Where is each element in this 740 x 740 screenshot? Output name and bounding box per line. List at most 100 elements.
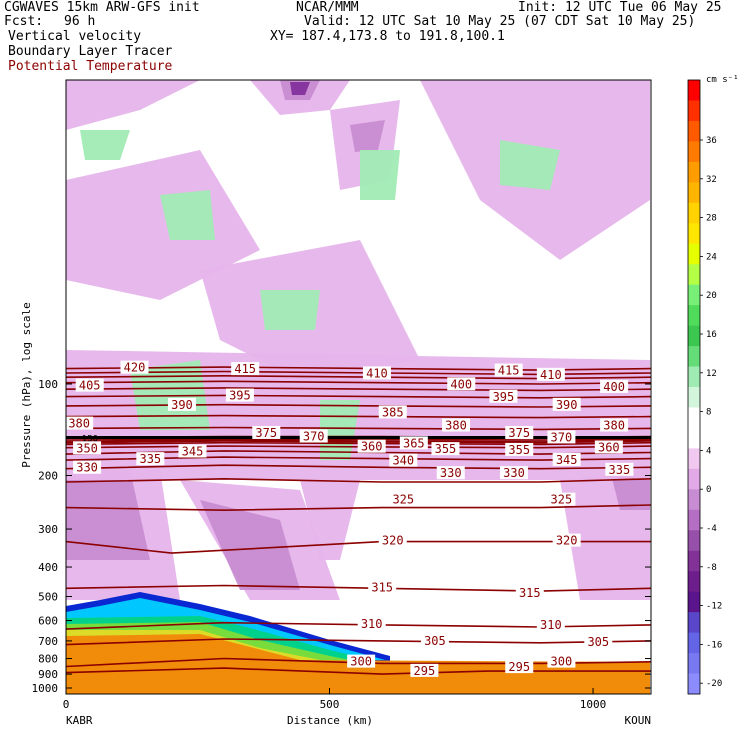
- colorbar-label--20: -20: [706, 679, 722, 689]
- colorbar-swatch-25: [688, 591, 700, 613]
- contour-label-355: 355: [508, 443, 530, 457]
- colorbar-label-16: 16: [706, 330, 717, 340]
- contour-label-bg-39: [515, 585, 544, 599]
- contour-label-330: 330: [76, 461, 98, 475]
- theta-contour-380: [66, 426, 651, 431]
- contour-label-bg-3: [494, 363, 523, 377]
- contour-label-bg-7: [600, 379, 629, 393]
- contour-label-bg-28: [389, 453, 418, 467]
- contour-label-320: 320: [556, 534, 578, 548]
- field-potential-temperature: Potential Temperature: [8, 59, 173, 74]
- init-time: Init: 12 UTC Tue 06 May 25: [518, 0, 722, 15]
- x-axis-title: Distance (km): [287, 714, 373, 727]
- velocity-shade-area-19: [160, 190, 215, 240]
- velocity-shade-area-7: [66, 150, 260, 300]
- velocity-shade-area-5: [350, 120, 385, 152]
- contour-label-bg-15: [600, 418, 629, 432]
- contour-label-bg-46: [410, 663, 439, 677]
- contour-label-bg-13: [66, 416, 94, 430]
- contour-label-360: 360: [361, 440, 383, 454]
- theta-contour-330: [66, 477, 651, 483]
- colorbar-swatch-17: [688, 427, 700, 449]
- colorbar-swatch-14: [688, 366, 700, 388]
- contour-label-380: 380: [603, 419, 625, 433]
- colorbar-units: cm s⁻¹: [706, 75, 739, 85]
- contour-label-bg-4: [536, 367, 565, 381]
- contour-label-bg-21: [357, 439, 386, 453]
- x-tick-label-1000: 1000: [580, 698, 607, 711]
- tropopause-label: 150: [82, 435, 98, 445]
- contour-label-415: 415: [498, 364, 520, 378]
- contour-label-bg-0: [120, 360, 149, 374]
- colorbar-swatch-5: [688, 182, 700, 204]
- theta-contour-300: [66, 657, 651, 668]
- y-tick-label-700: 700: [38, 635, 58, 648]
- colorbar-swatch-6: [688, 202, 700, 224]
- colorbar: 36 32 28 24 20 16 12 8 4 0 -4 -8 -12 -16 -20: [687, 79, 722, 695]
- org-label: NCAR/MMM: [296, 0, 359, 15]
- contour-label-315: 315: [371, 580, 393, 594]
- contour-label-bg-33: [499, 466, 528, 480]
- contour-label-415: 415: [234, 362, 256, 376]
- colorbar-swatch-8: [688, 243, 700, 265]
- contour-label-370: 370: [303, 430, 325, 444]
- contour-label-bg-34: [389, 492, 418, 506]
- theta-contour-labels: 420 415 410 415 410 405 400 400 395 395 390 390 385 3…: [66, 360, 634, 678]
- xy-coords: XY= 187.4,173.8 to 191.8,100.1: [270, 29, 505, 44]
- colorbar-swatch-12: [688, 325, 700, 347]
- contour-label-410: 410: [366, 366, 388, 380]
- contour-label-305: 305: [424, 634, 446, 648]
- contour-label-395: 395: [229, 389, 251, 403]
- contour-label-400: 400: [450, 377, 472, 391]
- colorbar-frame: [687, 79, 701, 695]
- colorbar-label-24: 24: [706, 252, 717, 262]
- contour-label-325: 325: [551, 493, 573, 507]
- colorbar-swatch-10: [688, 284, 700, 306]
- velocity-shade-area-0: [66, 80, 200, 130]
- colorbar-label-36: 36: [706, 136, 717, 146]
- contour-label-315: 315: [519, 586, 541, 600]
- contour-label-340: 340: [392, 454, 414, 468]
- colorbar-label-12: 12: [706, 369, 717, 379]
- contour-label-bg-2: [362, 366, 391, 380]
- contour-label-bg-24: [505, 442, 534, 456]
- colorbar-swatch-24: [688, 571, 700, 593]
- contour-label-380: 380: [68, 417, 90, 431]
- y-tick-label-600: 600: [38, 615, 58, 628]
- contour-label-bg-16: [252, 425, 281, 439]
- colorbar-label-8: 8: [706, 408, 711, 418]
- colorbar-swatch-26: [688, 612, 700, 634]
- velocity-shade-area-22: [260, 290, 320, 330]
- velocity-shade-area-23: [320, 400, 360, 460]
- colorbar-swatch-11: [688, 305, 700, 327]
- contour-label-380: 380: [445, 419, 467, 433]
- contour-label-bg-37: [552, 533, 581, 547]
- velocity-shade-area-3: [290, 82, 310, 95]
- velocity-shade-area-20: [360, 150, 400, 200]
- contour-label-375: 375: [255, 426, 277, 440]
- colorbar-swatch-4: [688, 161, 700, 183]
- colorbar-swatch-2: [688, 120, 700, 142]
- contour-label-bg-44: [347, 654, 376, 668]
- contour-label-390: 390: [556, 398, 578, 412]
- colorbar-swatch-27: [688, 632, 700, 654]
- contour-label-bg-26: [178, 444, 207, 458]
- contour-label-bg-45: [547, 654, 576, 668]
- colorbar-swatch-0: [688, 80, 700, 101]
- contour-label-300: 300: [551, 655, 573, 669]
- contour-label-bg-30: [605, 462, 634, 476]
- contour-label-bg-22: [594, 440, 623, 454]
- contour-label-bg-12: [378, 405, 407, 419]
- contour-label-370: 370: [551, 430, 573, 444]
- colorbar-label--16: -16: [706, 640, 722, 650]
- contour-label-335: 335: [139, 452, 161, 466]
- colorbar-label-4: 4: [706, 446, 711, 456]
- contour-label-bg-19: [547, 430, 576, 444]
- contour-label-bg-5: [75, 378, 104, 392]
- contour-label-355: 355: [435, 442, 457, 456]
- colorbar-label-20: 20: [706, 291, 717, 301]
- contour-label-305: 305: [587, 635, 609, 649]
- theta-contour-400: [66, 387, 651, 392]
- contour-label-310: 310: [361, 617, 383, 631]
- colorbar-label-32: 32: [706, 175, 717, 185]
